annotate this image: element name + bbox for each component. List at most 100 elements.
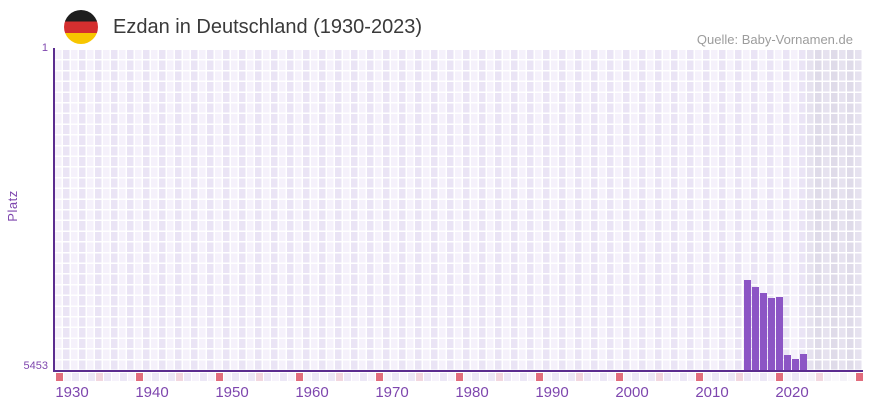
year-marker-1968	[359, 373, 367, 381]
year-marker-2001	[623, 373, 631, 381]
year-marker-2016	[743, 373, 751, 381]
rank-bar-2018[interactable]	[759, 292, 767, 371]
year-marker-1971	[383, 373, 391, 381]
rank-bar-2019[interactable]	[767, 297, 775, 371]
year-marker-1999	[607, 373, 615, 381]
year-marker-1964	[327, 373, 335, 381]
y-axis-line	[53, 48, 55, 372]
year-marker-1977	[431, 373, 439, 381]
year-marker-2000	[615, 373, 623, 381]
year-marker-1981	[463, 373, 471, 381]
year-marker-1939	[127, 373, 135, 381]
x-tick-1940: 1940	[135, 384, 169, 401]
x-axis-tick-labels: 1930 1940 1950 1960 1970 1980 1990 2000 2010 2020	[55, 384, 863, 402]
year-marker-1985	[495, 373, 503, 381]
year-marker-2010	[695, 373, 703, 381]
year-marker-1961	[303, 373, 311, 381]
y-axis-tick-top: 1	[41, 42, 48, 54]
rank-bar-2017[interactable]	[751, 286, 759, 371]
year-marker-1990	[535, 373, 543, 381]
year-marker-1954	[247, 373, 255, 381]
year-marker-1965	[335, 373, 343, 381]
year-marker-2008	[679, 373, 687, 381]
rank-bar-2021[interactable]	[783, 354, 791, 371]
year-marker-1967	[351, 373, 359, 381]
year-marker-1945	[175, 373, 183, 381]
year-marker-1947	[191, 373, 199, 381]
year-marker-1955	[255, 373, 263, 381]
year-marker-1978	[439, 373, 447, 381]
year-marker-1931	[63, 373, 71, 381]
page-title: Ezdan in Deutschland (1930-2023)	[113, 16, 423, 38]
year-marker-1966	[343, 373, 351, 381]
year-marker-1956	[263, 373, 271, 381]
rank-bar-2023[interactable]	[799, 354, 807, 371]
year-marker-1983	[479, 373, 487, 381]
y-axis-label: Platz	[5, 190, 20, 222]
year-marker-1957	[271, 373, 279, 381]
x-tick-1970: 1970	[375, 384, 409, 401]
year-marker-2024	[807, 373, 815, 381]
year-marker-1974	[407, 373, 415, 381]
year-marker-1996	[583, 373, 591, 381]
year-marker-1993	[559, 373, 567, 381]
year-marker-1946	[183, 373, 191, 381]
x-axis-line	[54, 370, 863, 372]
year-marker-2007	[671, 373, 679, 381]
year-marker-1953	[239, 373, 247, 381]
year-marker-2029	[847, 373, 855, 381]
year-marker-1936	[103, 373, 111, 381]
year-marker-2012	[711, 373, 719, 381]
year-marker-1944	[167, 373, 175, 381]
year-marker-1938	[119, 373, 127, 381]
year-marker-1940	[135, 373, 143, 381]
year-marker-2020	[775, 373, 783, 381]
year-marker-1980	[455, 373, 463, 381]
x-tick-1930: 1930	[55, 384, 89, 401]
y-axis-tick-bottom: 5453	[23, 360, 48, 372]
year-marker-2004	[647, 373, 655, 381]
x-tick-2000: 2000	[615, 384, 649, 401]
rank-bar-2020[interactable]	[775, 296, 783, 371]
year-marker-2022	[791, 373, 799, 381]
rank-bar-2016[interactable]	[743, 279, 751, 371]
year-marker-2013	[719, 373, 727, 381]
year-marker-1975	[415, 373, 423, 381]
year-marker-2015	[735, 373, 743, 381]
year-marker-1988	[519, 373, 527, 381]
rank-bar-2022[interactable]	[791, 359, 799, 371]
year-marker-1943	[159, 373, 167, 381]
x-tick-2020: 2020	[775, 384, 809, 401]
year-marker-2011	[703, 373, 711, 381]
year-marker-1972	[391, 373, 399, 381]
year-marker-1969	[367, 373, 375, 381]
year-marker-1970	[375, 373, 383, 381]
year-marker-1942	[151, 373, 159, 381]
year-marker-1995	[575, 373, 583, 381]
year-marker-strip	[55, 373, 863, 381]
year-marker-2017	[751, 373, 759, 381]
year-marker-1950	[215, 373, 223, 381]
year-marker-1949	[207, 373, 215, 381]
year-marker-1960	[295, 373, 303, 381]
x-tick-1950: 1950	[215, 384, 249, 401]
year-marker-1998	[599, 373, 607, 381]
year-marker-1994	[567, 373, 575, 381]
year-marker-1982	[471, 373, 479, 381]
year-marker-1932	[71, 373, 79, 381]
year-marker-2030	[855, 373, 863, 381]
year-marker-1986	[503, 373, 511, 381]
year-marker-1989	[527, 373, 535, 381]
year-marker-2027	[831, 373, 839, 381]
year-marker-1962	[311, 373, 319, 381]
year-marker-2014	[727, 373, 735, 381]
year-marker-2018	[759, 373, 767, 381]
year-marker-1976	[423, 373, 431, 381]
year-marker-2009	[687, 373, 695, 381]
year-marker-2003	[639, 373, 647, 381]
year-marker-2002	[631, 373, 639, 381]
year-marker-1984	[487, 373, 495, 381]
year-marker-1987	[511, 373, 519, 381]
year-marker-1979	[447, 373, 455, 381]
source-label: Quelle: Baby-Vornamen.de	[696, 32, 853, 47]
